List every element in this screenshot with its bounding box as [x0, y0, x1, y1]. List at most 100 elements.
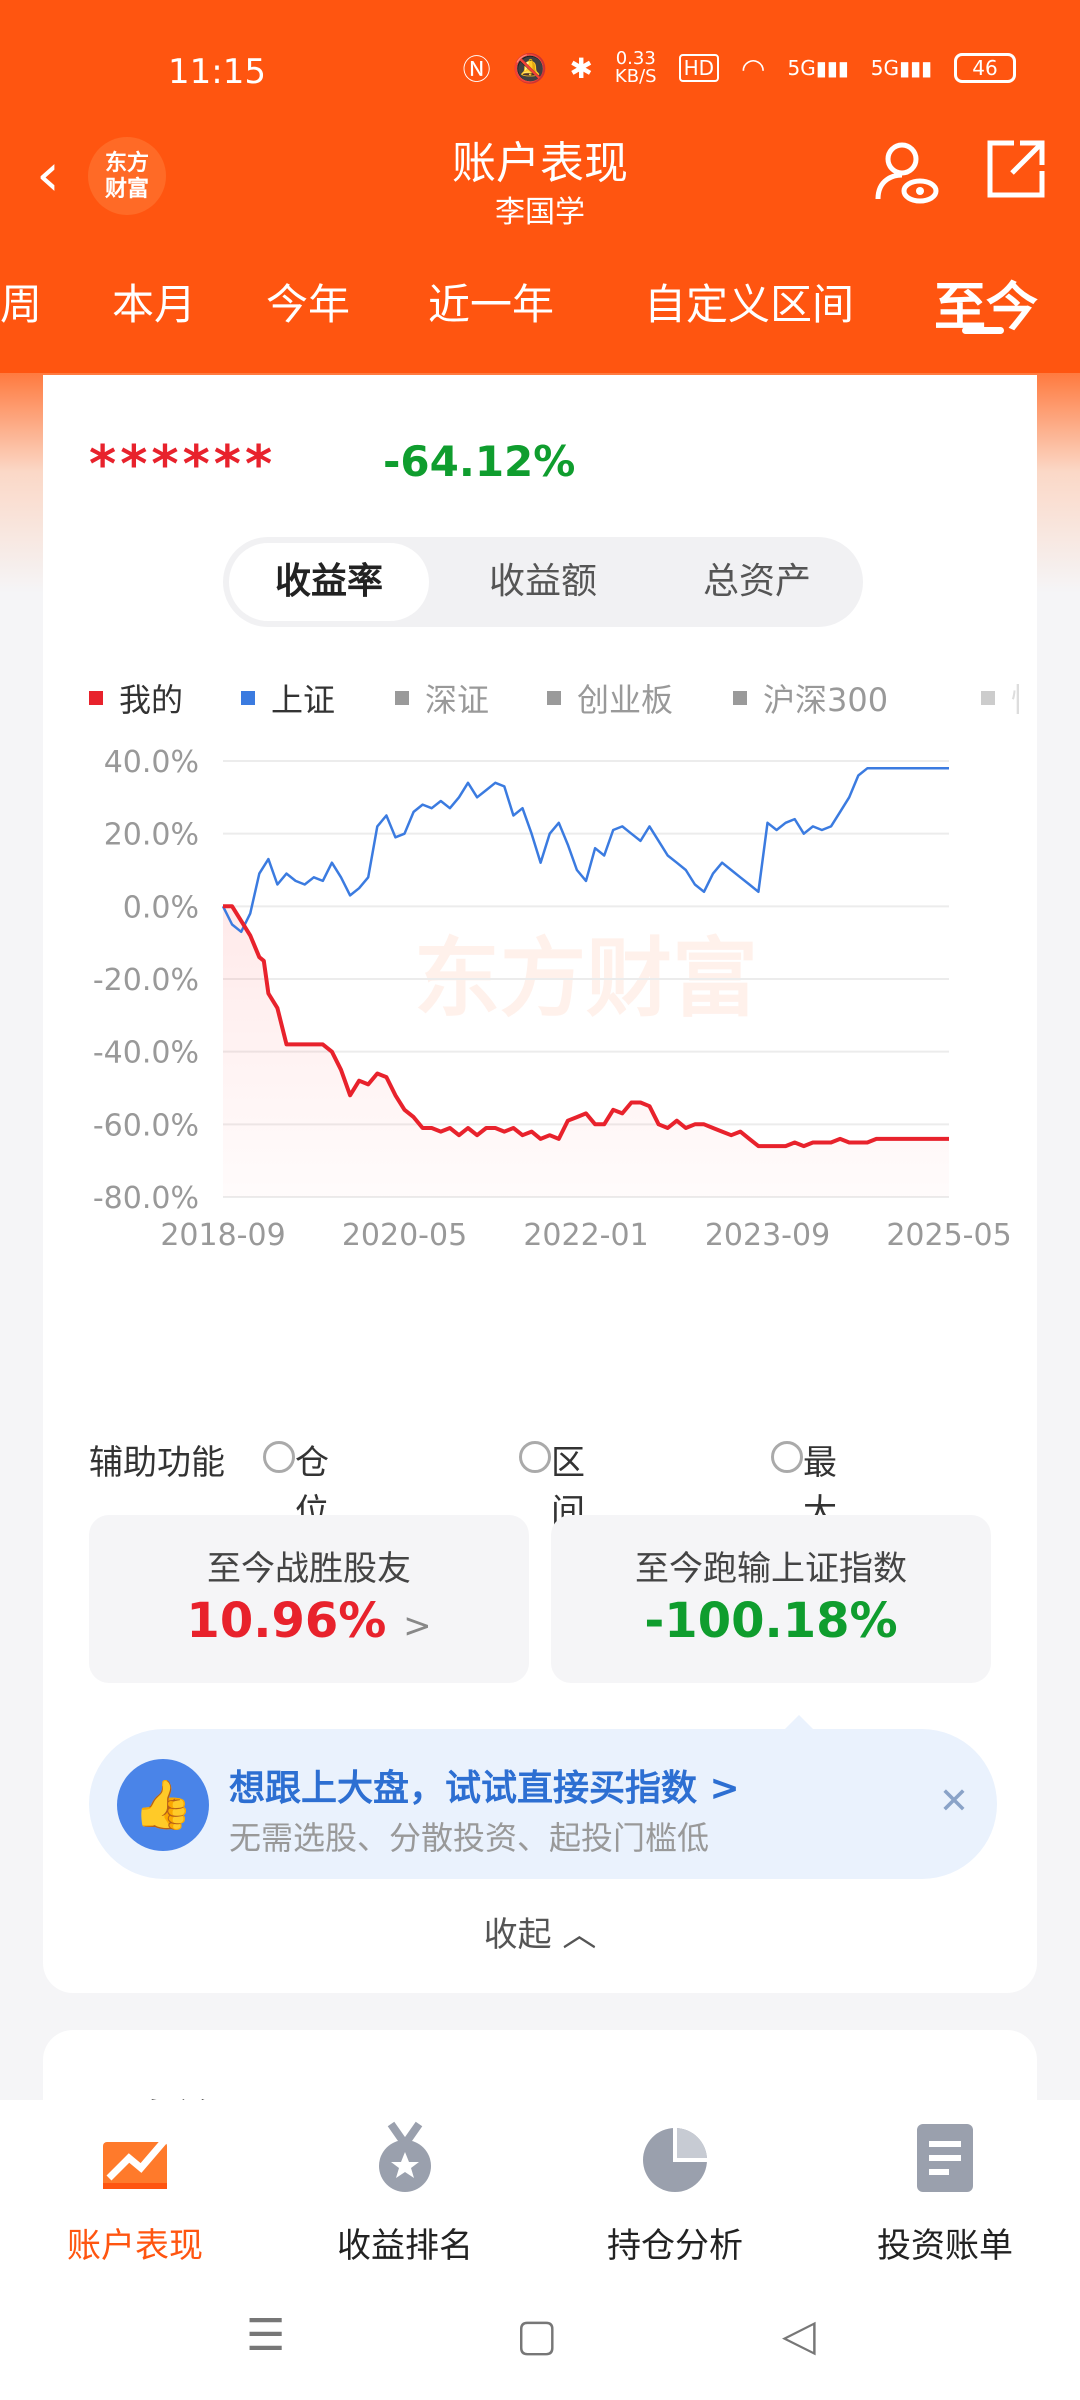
close-icon[interactable]: ✕	[938, 1781, 969, 1822]
y-tick-label: -40.0%	[93, 1036, 199, 1071]
header-background	[0, 0, 1080, 373]
medal-icon	[379, 2121, 431, 2192]
radio-icon	[771, 1440, 803, 1473]
aux-range-extreme[interactable]: 区间极值	[519, 1435, 585, 1630]
nfc-icon: Ⓝ	[462, 53, 491, 86]
legend-swatch	[395, 691, 409, 705]
bluetooth-icon: ✱	[569, 51, 593, 85]
bottom-navigation: 账户表现 收益排名 持仓分析 投资账单	[0, 2100, 1080, 2400]
beat-peers-value: 10.96% >	[186, 1593, 432, 1649]
nav-holding-analysis[interactable]: 持仓分析	[540, 2120, 810, 2267]
pie-chart-icon	[643, 2128, 707, 2192]
segment-total-assets[interactable]: 总资产	[702, 561, 811, 602]
radio-icon	[519, 1440, 551, 1473]
banner-subtitle: 无需选股、分散投资、起投门槛低	[229, 1819, 710, 1857]
legend-szse[interactable]: 深证	[395, 675, 489, 721]
nav-label: 投资账单	[877, 2226, 1013, 2266]
trend-chart-icon	[103, 2137, 168, 2189]
banner-title[interactable]: 想跟上大盘，试试直接买指数 >	[229, 1768, 740, 1809]
x-tick-label: 2025-05	[886, 1218, 1011, 1253]
x-tick-label: 2022-01	[523, 1218, 648, 1253]
nav-label: 收益排名	[337, 2226, 473, 2266]
aux-max-drawdown[interactable]: 最大回撤	[771, 1435, 837, 1630]
x-tick-label: 2018-09	[160, 1218, 285, 1253]
wifi-icon: ◠	[741, 51, 766, 85]
network-speed: 0.33 KB/S	[614, 48, 657, 87]
y-tick-label: 0.0%	[123, 890, 199, 925]
tab-week[interactable]: 周	[0, 280, 43, 329]
period-tabs: 周 本月 今年 近一年 自定义区间 至今	[0, 265, 1080, 338]
vs-index-box: 至今跑输上证指数 -100.18%	[551, 1515, 991, 1683]
banner-pointer	[783, 1715, 815, 1731]
tab-custom-range[interactable]: 自定义区间	[644, 280, 855, 329]
series-area-mine	[223, 906, 949, 1197]
legend-swatch	[981, 691, 995, 705]
performance-card: ****** -64.12% 收益率 收益额 总资产 我的 上证 深证 创业板 …	[43, 375, 1037, 1993]
collapse-button[interactable]: 收起 ︿	[483, 1915, 597, 1955]
legend-mine[interactable]: 我的	[89, 675, 183, 721]
nav-account-performance[interactable]: 账户表现	[0, 2120, 270, 2267]
aux-functions: 辅助功能 仓位分析 区间极值 最大回撤	[89, 1435, 1019, 1630]
back-arrow-icon[interactable]: ‹	[36, 140, 60, 210]
segment-return-amount[interactable]: 收益额	[488, 561, 597, 602]
y-tick-label: -80.0%	[93, 1181, 199, 1216]
series-line-mine	[223, 904, 949, 1149]
back-key-icon[interactable]: ◁	[782, 2310, 816, 2361]
tab-this-year[interactable]: 今年	[266, 280, 351, 329]
y-tick-label: 40.0%	[104, 745, 199, 780]
app-header: ‹ 东方 财富 账户表现 李国学	[0, 115, 1080, 235]
radio-icon	[263, 1440, 295, 1473]
tab-month[interactable]: 本月	[112, 280, 197, 329]
share-icon[interactable]	[984, 137, 1048, 201]
nav-return-ranking[interactable]: 收益排名	[270, 2120, 540, 2267]
mute-icon: 🔕	[512, 51, 548, 85]
masked-amount: ******	[89, 435, 277, 495]
active-tab-indicator	[962, 327, 1004, 334]
document-icon	[917, 2124, 973, 2192]
y-tick-label: 20.0%	[104, 818, 199, 853]
index-promo-banner[interactable]: 👍 想跟上大盘，试试直接买指数 > 无需选股、分散投资、起投门槛低 ✕	[89, 1729, 997, 1879]
legend-csi300[interactable]: 沪深300	[733, 675, 888, 721]
vs-index-value: -100.18%	[644, 1593, 898, 1649]
metric-switch: 收益率 收益额 总资产	[223, 537, 863, 627]
hd-icon: HD	[678, 54, 720, 82]
chevron-up-icon: ︿	[562, 1915, 597, 1955]
legend-hsi[interactable]: 恒	[981, 675, 1019, 721]
aux-label: 辅助功能	[89, 1443, 225, 1483]
beat-peers-box[interactable]: 至今战胜股友 10.96% >	[89, 1515, 529, 1683]
status-time: 11:15	[168, 52, 266, 92]
x-tick-label: 2023-09	[705, 1218, 830, 1253]
battery-icon: 46	[954, 53, 1016, 83]
nav-label: 账户表现	[67, 2226, 203, 2266]
nav-investment-bill[interactable]: 投资账单	[810, 2120, 1080, 2267]
user-view-icon[interactable]	[872, 137, 942, 207]
app-logo: 东方 财富	[88, 137, 166, 215]
signal-icon-2: 5G▮▮▮	[870, 56, 932, 80]
chart-legend: 我的 上证 深证 创业板 沪深300 恒	[89, 675, 1019, 725]
thumbs-up-icon: 👍	[117, 1759, 209, 1851]
legend-swatch	[547, 691, 561, 705]
chevron-right-icon: >	[403, 1606, 432, 1646]
home-key-icon[interactable]: ▢	[516, 2310, 558, 2361]
total-return: -64.12%	[383, 437, 576, 486]
series-line-sse	[221, 767, 949, 934]
legend-chinext[interactable]: 创业板	[547, 675, 673, 721]
y-tick-label: -60.0%	[93, 1108, 199, 1143]
legend-swatch	[89, 691, 103, 705]
y-tick-label: -20.0%	[93, 963, 199, 998]
page-title: 账户表现	[452, 138, 628, 189]
signal-icon: 5G▮▮▮	[787, 56, 849, 80]
x-tick-label: 2020-05	[342, 1218, 467, 1253]
beat-peers-label: 至今战胜股友	[207, 1549, 411, 1589]
segment-return-rate[interactable]: 收益率	[229, 543, 429, 621]
status-bar: 11:15 Ⓝ 🔕 ✱ 0.33 KB/S HD ◠ 5G▮▮▮ 5G▮▮▮ 46	[0, 40, 1080, 100]
vs-index-label: 至今跑输上证指数	[635, 1549, 907, 1589]
account-name: 李国学	[495, 195, 585, 230]
tab-last-year[interactable]: 近一年	[428, 280, 555, 329]
nav-label: 持仓分析	[607, 2226, 743, 2266]
menu-key-icon[interactable]: ☰	[246, 2310, 286, 2361]
return-chart[interactable]: 东方财富40.0%20.0%0.0%-20.0%-40.0%-60.0%-80.…	[43, 745, 1037, 1365]
legend-sse[interactable]: 上证	[241, 675, 335, 721]
aux-position-analysis[interactable]: 仓位分析	[263, 1435, 329, 1630]
legend-swatch	[733, 691, 747, 705]
